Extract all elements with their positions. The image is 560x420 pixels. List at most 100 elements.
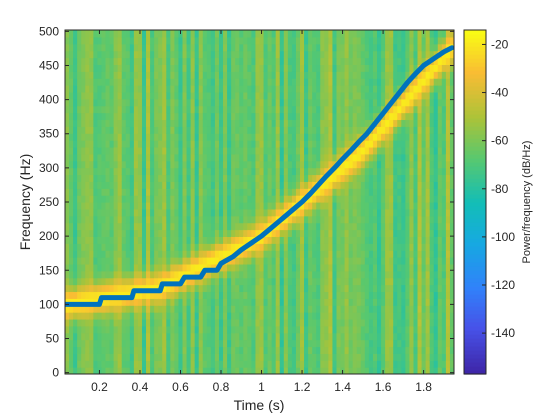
heatmap-cell xyxy=(77,50,82,59)
heatmap-cell xyxy=(360,263,366,272)
heatmap-cell xyxy=(198,195,204,203)
heatmap-cell xyxy=(291,257,297,265)
heatmap-cell xyxy=(259,181,265,189)
heatmap-cell xyxy=(85,133,90,141)
heatmap-cell xyxy=(368,181,374,189)
heatmap-cell xyxy=(291,284,297,293)
heatmap-cell xyxy=(190,195,196,203)
heatmap-cell xyxy=(437,229,443,237)
heatmap-cell xyxy=(247,105,252,114)
heatmap-cell xyxy=(150,140,155,148)
heatmap-cell xyxy=(133,325,139,334)
heatmap-cell xyxy=(101,332,107,341)
heatmap-cell xyxy=(397,140,402,148)
heatmap-cell xyxy=(433,133,439,141)
heatmap-cell xyxy=(101,105,107,114)
heatmap-cell xyxy=(356,339,362,348)
heatmap-cell xyxy=(287,36,293,45)
heatmap-cell xyxy=(194,277,200,286)
heatmap-cell xyxy=(356,367,362,374)
heatmap-cell xyxy=(93,64,99,72)
heatmap-cell xyxy=(158,57,163,65)
heatmap-cell xyxy=(81,43,86,52)
heatmap-cell xyxy=(162,119,167,127)
heatmap-cell xyxy=(194,50,200,59)
heatmap-cell xyxy=(433,174,439,182)
heatmap-cell xyxy=(178,57,184,65)
heatmap-cell xyxy=(409,305,415,313)
heatmap-cell xyxy=(368,270,374,279)
heatmap-cell xyxy=(231,277,236,286)
heatmap-cell xyxy=(409,229,415,237)
heatmap-cell xyxy=(360,112,366,121)
heatmap-cell xyxy=(231,91,236,100)
heatmap-cell xyxy=(320,270,325,279)
heatmap-cell xyxy=(81,202,86,210)
heatmap-cell xyxy=(372,202,378,210)
heatmap-cell xyxy=(328,277,334,286)
heatmap-cell xyxy=(312,112,317,121)
heatmap-cell xyxy=(320,98,325,107)
heatmap-cell xyxy=(162,367,167,374)
heatmap-cell xyxy=(235,167,240,176)
heatmap-cell xyxy=(162,174,167,182)
heatmap-cell xyxy=(368,64,374,72)
heatmap-cell xyxy=(316,229,321,237)
heatmap-cell xyxy=(425,291,431,299)
heatmap-cell xyxy=(117,30,123,38)
heatmap-cell xyxy=(368,263,374,272)
heatmap-cell xyxy=(336,57,342,65)
heatmap-cell xyxy=(283,30,289,38)
heatmap-cell xyxy=(405,160,411,169)
heatmap-cell xyxy=(449,30,454,38)
heatmap-cell xyxy=(441,30,447,38)
colorbar-swatch xyxy=(464,250,486,255)
heatmap-cell xyxy=(121,305,127,313)
colorbar-swatch xyxy=(464,166,486,171)
heatmap-cell xyxy=(170,312,175,320)
heatmap-cell xyxy=(393,160,398,169)
heatmap-cell xyxy=(263,174,269,182)
heatmap-cell xyxy=(259,126,265,134)
heatmap-cell xyxy=(77,236,82,244)
heatmap-cell xyxy=(117,98,123,107)
heatmap-cell xyxy=(146,312,151,320)
heatmap-cell xyxy=(433,318,439,327)
heatmap-cell xyxy=(320,367,325,374)
heatmap-cell xyxy=(235,277,240,286)
heatmap-cell xyxy=(133,222,139,231)
heatmap-cell xyxy=(174,353,180,361)
heatmap-cell xyxy=(449,133,454,141)
heatmap-cell xyxy=(259,188,265,196)
heatmap-cell xyxy=(417,346,423,354)
heatmap-cell xyxy=(101,277,107,286)
heatmap-cell xyxy=(77,353,82,361)
heatmap-cell xyxy=(364,263,370,272)
heatmap-cell xyxy=(227,229,232,237)
heatmap-cell xyxy=(97,339,103,348)
heatmap-cell xyxy=(417,325,423,334)
heatmap-cell xyxy=(300,305,305,313)
heatmap-cell xyxy=(425,50,431,59)
heatmap-cell xyxy=(137,85,143,93)
colorbar-swatch xyxy=(464,174,486,179)
heatmap-cell xyxy=(364,195,370,203)
heatmap-cell xyxy=(328,160,334,169)
heatmap-cell xyxy=(279,119,285,127)
heatmap-cell xyxy=(344,325,350,334)
heatmap-cell xyxy=(300,160,305,169)
heatmap-cell xyxy=(409,202,415,210)
heatmap-cell xyxy=(255,43,261,52)
heatmap-cell xyxy=(93,312,99,320)
heatmap-cell xyxy=(170,112,175,121)
heatmap-cell xyxy=(364,305,370,313)
heatmap-cell xyxy=(409,360,415,368)
heatmap-cell xyxy=(287,133,293,141)
heatmap-cell xyxy=(295,312,301,320)
heatmap-cell xyxy=(437,140,443,148)
heatmap-cell xyxy=(206,312,212,320)
heatmap-cell xyxy=(267,146,273,155)
heatmap-cell xyxy=(393,78,398,86)
heatmap-cell xyxy=(85,36,90,45)
heatmap-cell xyxy=(231,257,236,265)
